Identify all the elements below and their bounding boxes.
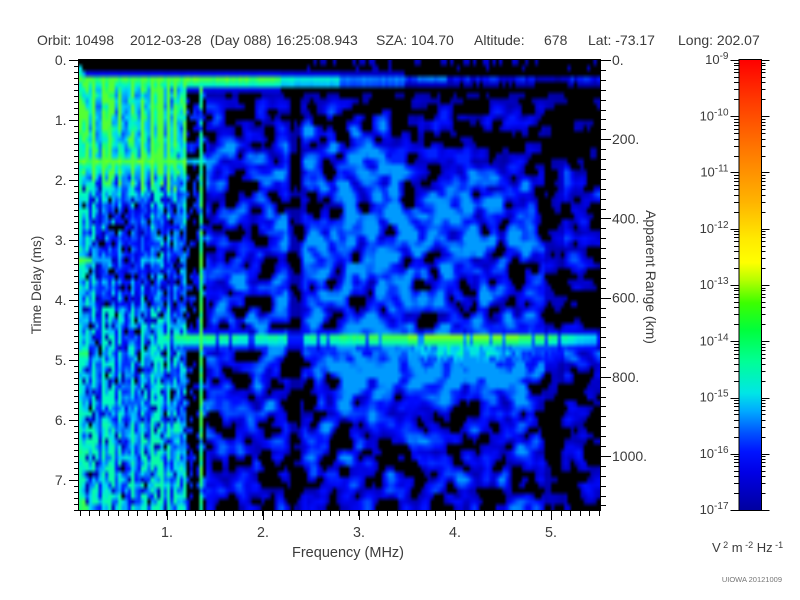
- svg-text:5.: 5.: [545, 525, 557, 541]
- svg-text:800.: 800.: [612, 369, 639, 385]
- svg-text:3.: 3.: [353, 525, 365, 541]
- svg-text:600.: 600.: [612, 290, 639, 306]
- svg-text:1.: 1.: [161, 525, 173, 541]
- svg-text:Lat: -73.17: Lat: -73.17: [588, 32, 655, 48]
- svg-text:10-11: 10-11: [700, 164, 729, 180]
- svg-text:1000.: 1000.: [612, 448, 647, 464]
- svg-text:678: 678: [544, 32, 568, 48]
- svg-text:10-17: 10-17: [700, 501, 729, 517]
- svg-text:4.: 4.: [449, 525, 461, 541]
- svg-text:2012-03-28: 2012-03-28: [130, 32, 202, 48]
- svg-text:0.: 0.: [612, 52, 624, 68]
- svg-text:Altitude:: Altitude:: [474, 32, 525, 48]
- svg-text:10-9: 10-9: [705, 51, 729, 67]
- svg-text:Apparent Range (km): Apparent Range (km): [643, 210, 659, 344]
- svg-text:1.: 1.: [55, 112, 67, 128]
- svg-text:2.: 2.: [55, 172, 67, 188]
- svg-text:10-12: 10-12: [700, 220, 729, 236]
- svg-text:10-10: 10-10: [700, 107, 729, 123]
- svg-text:10-13: 10-13: [700, 276, 729, 292]
- svg-text:SZA: 104.70: SZA: 104.70: [376, 32, 454, 48]
- svg-text:10-16: 10-16: [700, 445, 729, 461]
- svg-text:6.: 6.: [55, 412, 67, 428]
- svg-text:Orbit: 10498: Orbit: 10498: [37, 32, 114, 48]
- svg-text:200.: 200.: [612, 131, 639, 147]
- svg-text:UIOWA 20121009: UIOWA 20121009: [722, 575, 782, 584]
- svg-text:V 2 m -2 Hz -1: V 2 m -2 Hz -1: [712, 540, 783, 555]
- svg-text:10-14: 10-14: [700, 332, 729, 348]
- svg-text:(Day 088): (Day 088): [210, 32, 271, 48]
- svg-text:2.: 2.: [257, 525, 269, 541]
- svg-text:Long: 202.07: Long: 202.07: [678, 32, 760, 48]
- svg-text:16:25:08.943: 16:25:08.943: [276, 32, 358, 48]
- svg-text:7.: 7.: [55, 472, 67, 488]
- svg-text:4.: 4.: [55, 292, 67, 308]
- svg-text:3.: 3.: [55, 232, 67, 248]
- svg-text:0.: 0.: [55, 52, 67, 68]
- svg-text:Time Delay (ms): Time Delay (ms): [29, 236, 44, 335]
- svg-text:5.: 5.: [55, 352, 67, 368]
- svg-text:400.: 400.: [612, 210, 639, 226]
- svg-text:10-15: 10-15: [700, 389, 729, 405]
- svg-text:Frequency (MHz): Frequency (MHz): [292, 545, 404, 561]
